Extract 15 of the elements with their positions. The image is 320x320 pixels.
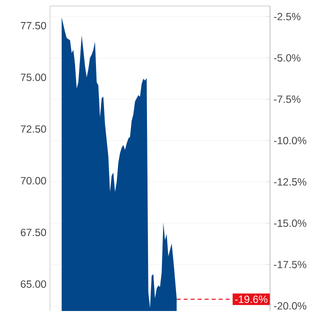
y-tick-label: 77.50 [20, 22, 46, 30]
ref-line-label: -19.6% [235, 296, 268, 303]
y2-tick-label: -15.0% [274, 220, 306, 227]
y2-tick-label: -17.5% [274, 260, 306, 268]
y-tick-label: 75.00 [20, 74, 46, 82]
y-tick-label: 70.00 [20, 177, 46, 184]
y2-tick-label: -10.0% [274, 136, 306, 144]
y2-tick-label: -2.5% [274, 12, 300, 20]
y2-tick-label: -5.0% [274, 54, 300, 62]
y2-tick-label: -12.5% [274, 178, 306, 186]
y2-tick-label: -20.0% [274, 302, 306, 310]
y2-tick-label: -7.5% [274, 96, 300, 103]
y-tick-label: 72.50 [20, 125, 46, 133]
y-tick-label: 67.50 [20, 228, 46, 236]
y-tick-label: 65.00 [20, 280, 46, 288]
